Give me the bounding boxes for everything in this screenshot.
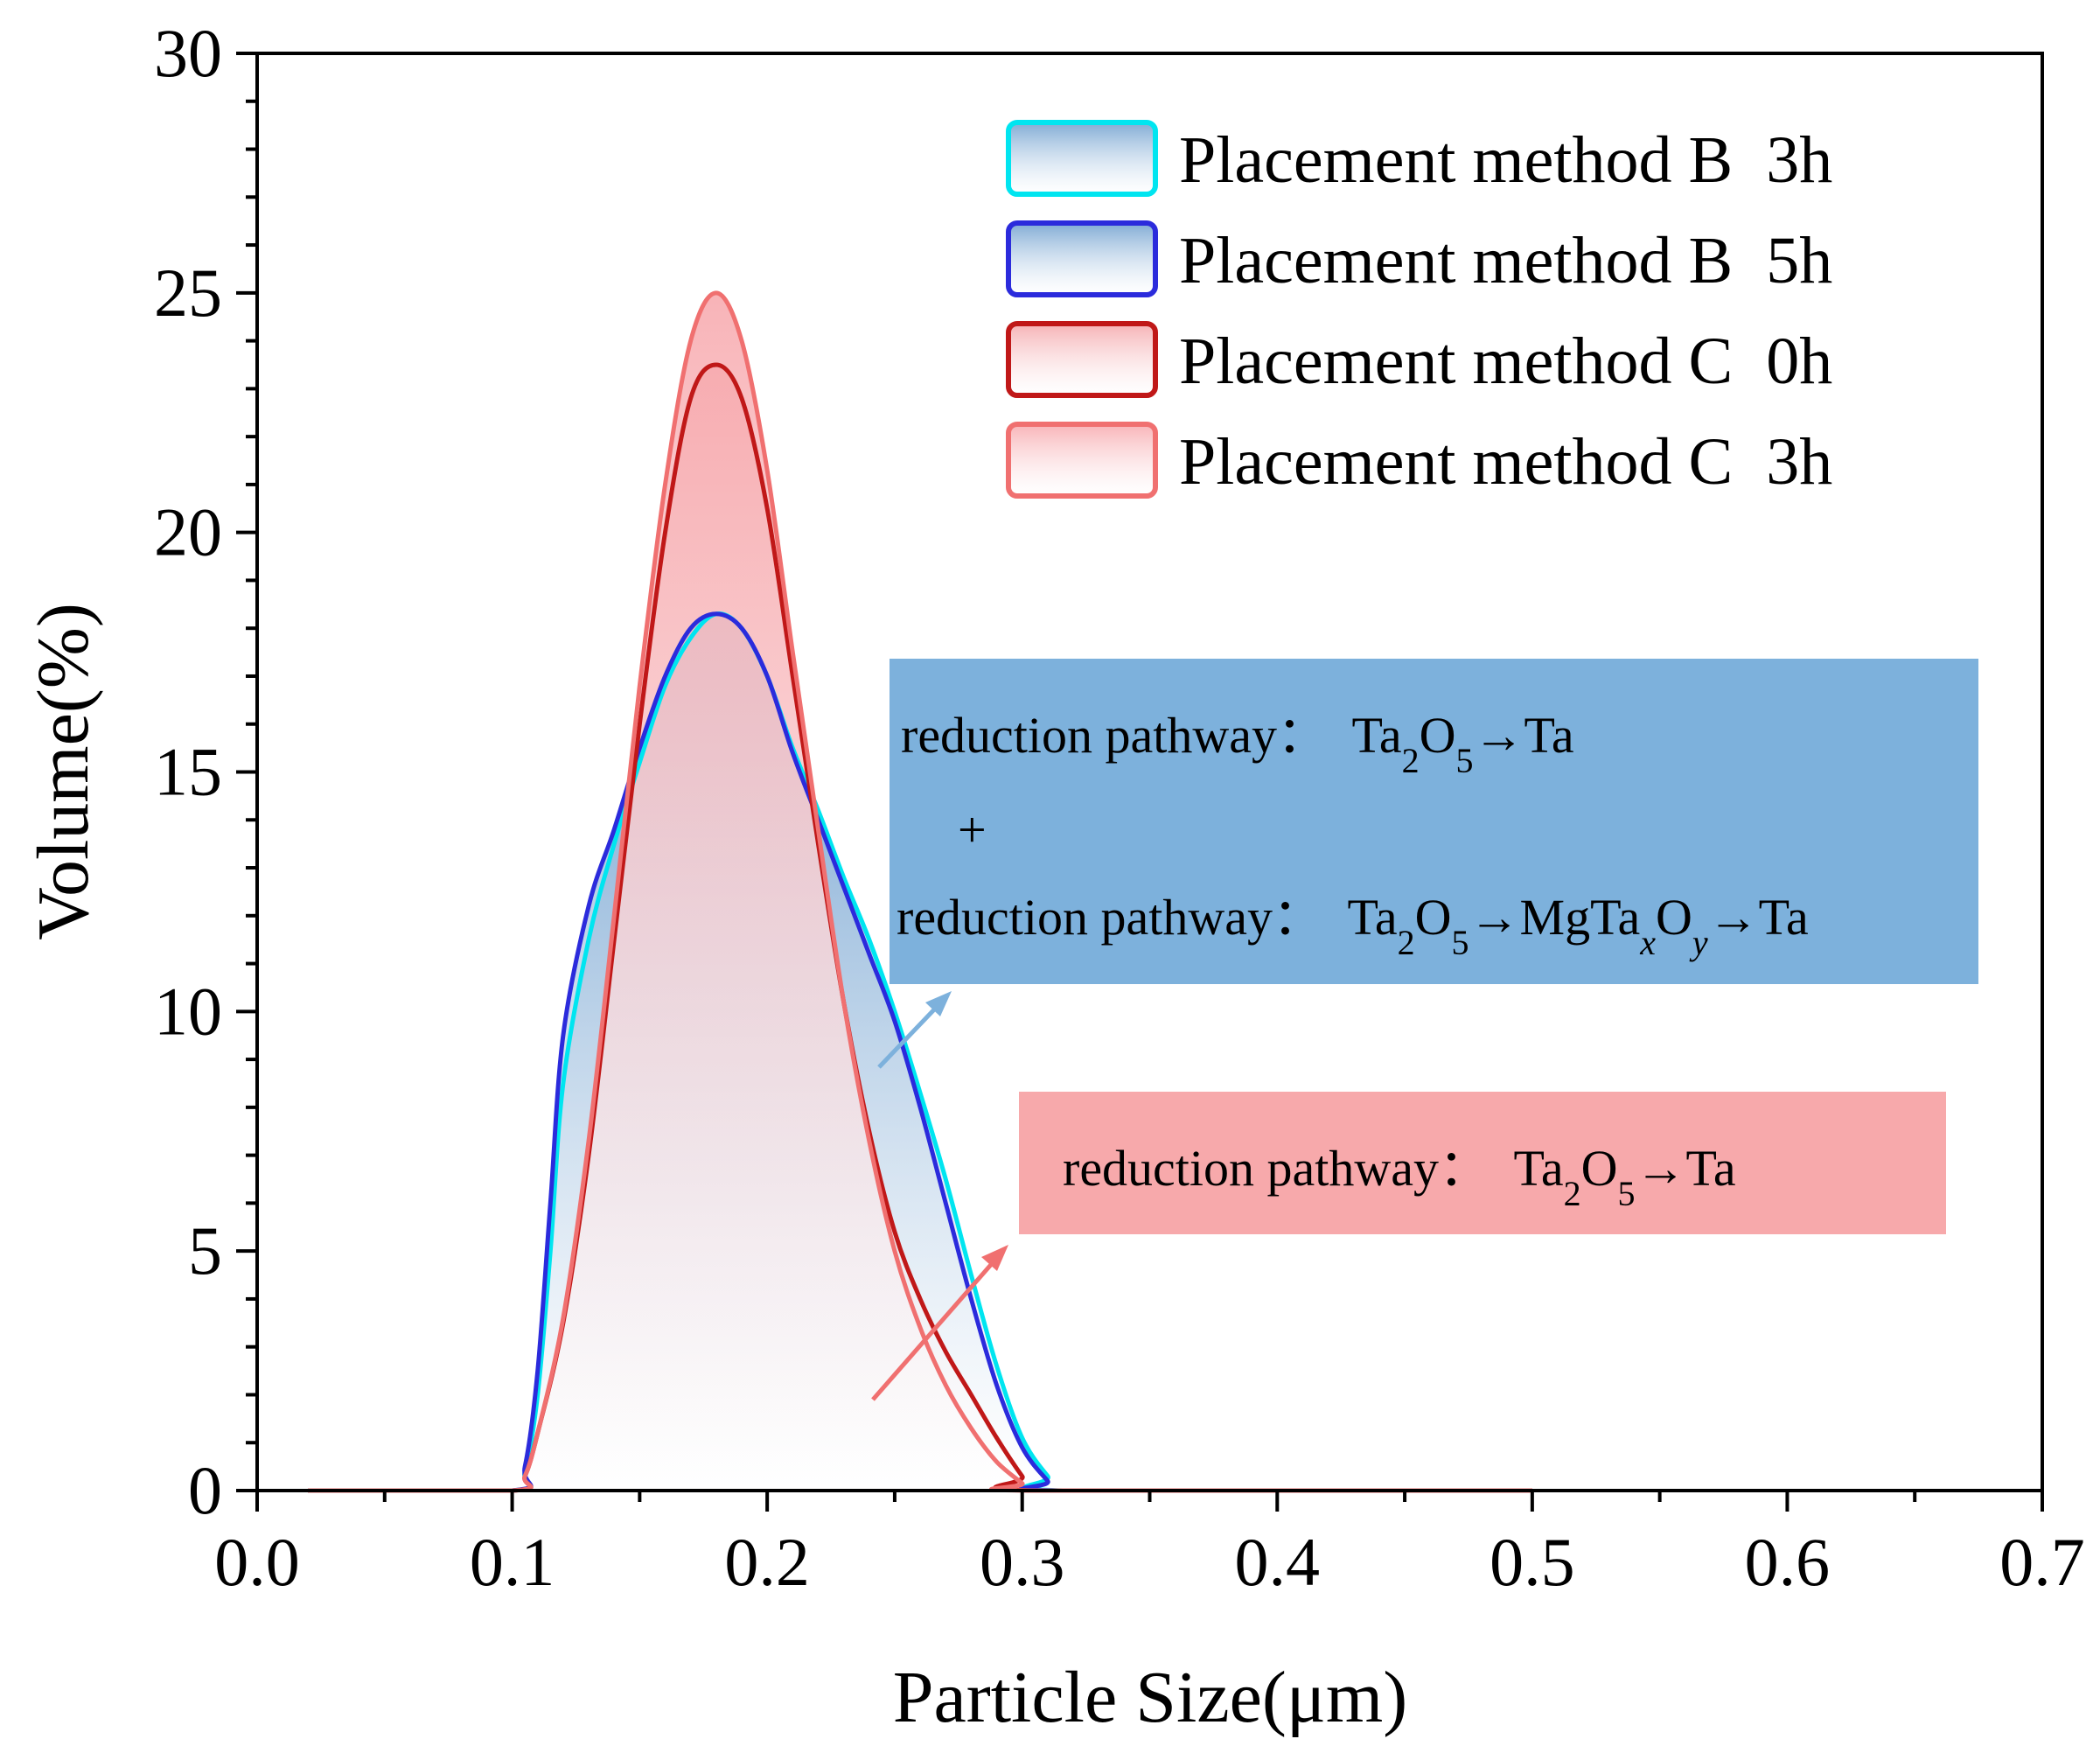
legend-swatch (1006, 120, 1158, 197)
series-layer (308, 290, 1532, 1493)
x-axis-title: Particle Size(μm) (893, 1657, 1408, 1738)
blue-box-line1-prefix: reduction pathway： (901, 707, 1328, 764)
x-tick-label: 0.6 (1745, 1524, 1831, 1600)
x-tick-label: 0.0 (214, 1524, 300, 1600)
red-annotation-arrow (871, 1245, 1008, 1401)
legend-label: Placement method B 5h (1179, 224, 1832, 297)
red-box-line1-prefix: reduction pathway： (1063, 1140, 1490, 1197)
ticks-layer: 0.0 0.1 0.2 0.3 0.4 0.5 0.6 0.7 0 5 10 15 20 25 30 (154, 15, 2085, 1600)
x-tick-label: 0.1 (470, 1524, 555, 1600)
blue-box-line2-prefix: reduction pathway： (897, 889, 1323, 946)
x-tick-label: 0.5 (1490, 1524, 1575, 1600)
y-tick-label: 25 (154, 255, 222, 331)
y-tick-label: 5 (188, 1212, 222, 1289)
legend-label: Placement method C 3h (1179, 425, 1832, 499)
legend-item-placement-method-c-0h: Placement method C 0h (1006, 321, 1832, 398)
y-axis-title: Volume(%) (23, 603, 104, 940)
x-tick-label: 0.3 (980, 1524, 1065, 1600)
y-tick-label: 20 (154, 494, 222, 570)
legend-item-placement-method-b-3h: Placement method B 3h (1006, 120, 1832, 197)
y-tick-label: 0 (188, 1452, 222, 1528)
red-box-line1: reduction pathway： Ta2O5→Ta (1063, 1140, 1736, 1213)
legend-swatch (1006, 321, 1158, 398)
y-tick-label: 15 (154, 734, 222, 810)
blue-box-plus: + (958, 801, 987, 858)
series-line-placement-method-c-3h (308, 290, 1532, 1493)
y-tick-label: 30 (154, 15, 222, 91)
blue-annotation-box: reduction pathway： Ta2O5→Ta + reduction … (890, 659, 1978, 984)
x-tick-label: 0.7 (1999, 1524, 2085, 1600)
legend-item-placement-method-b-5h: Placement method B 5h (1006, 220, 1832, 297)
legend-swatch (1006, 422, 1158, 499)
series-line-placement-method-b-5h (308, 611, 1532, 1493)
legend: Placement method B 3h Placement method B … (1006, 120, 1832, 499)
x-tick-label: 0.2 (724, 1524, 810, 1600)
x-tick-label: 0.4 (1235, 1524, 1321, 1600)
series-area-placement-method-c-3h (308, 292, 1532, 1491)
legend-label: Placement method C 0h (1179, 325, 1832, 398)
y-tick-label: 10 (154, 973, 222, 1049)
legend-item-placement-method-c-3h: Placement method C 3h (1006, 422, 1832, 499)
red-annotation-box: reduction pathway： Ta2O5→Ta (1019, 1092, 1946, 1234)
legend-swatch (1006, 220, 1158, 297)
legend-label: Placement method B 3h (1179, 123, 1832, 197)
blue-annotation-arrow (877, 991, 952, 1069)
